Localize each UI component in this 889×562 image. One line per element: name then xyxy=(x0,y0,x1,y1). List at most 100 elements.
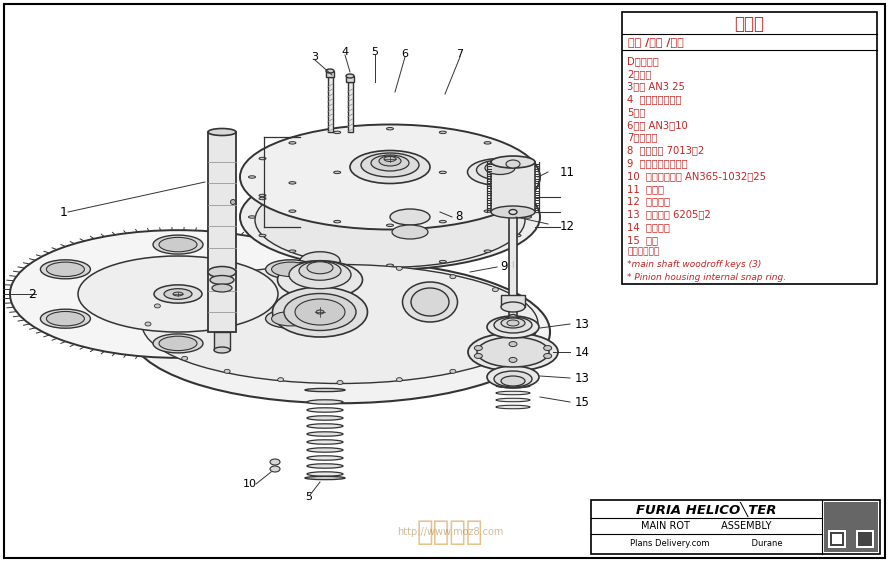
Ellipse shape xyxy=(496,398,530,402)
Bar xyxy=(348,82,353,132)
Ellipse shape xyxy=(439,220,446,223)
Ellipse shape xyxy=(475,353,483,359)
Ellipse shape xyxy=(506,160,520,168)
Ellipse shape xyxy=(300,252,340,270)
Bar xyxy=(346,76,354,82)
Ellipse shape xyxy=(307,400,343,404)
Ellipse shape xyxy=(390,209,430,225)
Ellipse shape xyxy=(155,304,160,308)
Ellipse shape xyxy=(496,384,530,388)
Text: 5: 5 xyxy=(372,47,379,57)
Ellipse shape xyxy=(494,317,532,333)
Ellipse shape xyxy=(379,156,401,166)
Text: 10: 10 xyxy=(243,479,257,489)
Ellipse shape xyxy=(159,237,197,252)
Ellipse shape xyxy=(307,440,343,444)
Bar xyxy=(491,162,535,212)
Text: 15: 15 xyxy=(575,396,590,409)
Ellipse shape xyxy=(305,388,345,392)
Ellipse shape xyxy=(387,264,394,266)
Ellipse shape xyxy=(270,459,280,465)
Ellipse shape xyxy=(212,284,232,292)
Ellipse shape xyxy=(525,176,532,178)
Ellipse shape xyxy=(450,275,456,279)
Ellipse shape xyxy=(491,156,535,168)
Ellipse shape xyxy=(230,200,236,205)
Ellipse shape xyxy=(259,197,266,200)
Ellipse shape xyxy=(496,391,530,395)
Ellipse shape xyxy=(507,320,519,326)
Ellipse shape xyxy=(333,171,340,174)
Ellipse shape xyxy=(509,357,517,362)
Ellipse shape xyxy=(307,448,343,452)
Text: 9: 9 xyxy=(500,261,508,274)
Ellipse shape xyxy=(477,160,524,180)
Ellipse shape xyxy=(307,432,343,436)
Ellipse shape xyxy=(468,158,533,185)
Text: 14: 14 xyxy=(575,346,590,359)
Text: http://www.moz8.com: http://www.moz8.com xyxy=(396,527,503,537)
Ellipse shape xyxy=(153,334,203,353)
Text: 14  齿轮机座: 14 齿轮机座 xyxy=(627,222,670,232)
Ellipse shape xyxy=(277,261,363,299)
Ellipse shape xyxy=(224,275,230,279)
Ellipse shape xyxy=(485,142,491,144)
Ellipse shape xyxy=(271,262,309,277)
Text: Plans Delivery.com                Durane: Plans Delivery.com Durane xyxy=(630,538,783,547)
Ellipse shape xyxy=(346,74,354,78)
Ellipse shape xyxy=(485,161,515,174)
Text: 2主齿轮: 2主齿轮 xyxy=(627,69,652,79)
Ellipse shape xyxy=(496,356,530,360)
Ellipse shape xyxy=(387,167,394,170)
Text: 4: 4 xyxy=(341,47,348,57)
Ellipse shape xyxy=(181,356,188,360)
Text: 8  滚珠轴承 7013（2: 8 滚珠轴承 7013（2 xyxy=(627,146,704,156)
Ellipse shape xyxy=(10,230,346,358)
Ellipse shape xyxy=(371,155,409,171)
Ellipse shape xyxy=(153,235,203,254)
Ellipse shape xyxy=(485,210,491,212)
Ellipse shape xyxy=(249,176,255,178)
Text: 6: 6 xyxy=(402,49,409,59)
Ellipse shape xyxy=(485,182,491,184)
Ellipse shape xyxy=(295,299,345,325)
Ellipse shape xyxy=(450,369,456,373)
Ellipse shape xyxy=(155,340,160,344)
Ellipse shape xyxy=(299,261,341,280)
Ellipse shape xyxy=(544,346,552,351)
Ellipse shape xyxy=(289,250,296,252)
Ellipse shape xyxy=(307,472,343,476)
Ellipse shape xyxy=(384,156,396,161)
Ellipse shape xyxy=(501,376,525,386)
Ellipse shape xyxy=(337,380,343,384)
Ellipse shape xyxy=(255,173,525,268)
Ellipse shape xyxy=(249,216,255,218)
Text: 8: 8 xyxy=(455,211,462,224)
Ellipse shape xyxy=(396,266,403,270)
Text: 9  变速箱体下半部分: 9 变速箱体下半部分 xyxy=(627,158,687,168)
Ellipse shape xyxy=(333,131,340,134)
Bar xyxy=(832,534,842,544)
Text: 12: 12 xyxy=(560,220,575,233)
Ellipse shape xyxy=(493,356,499,360)
Ellipse shape xyxy=(468,333,558,371)
Ellipse shape xyxy=(509,210,517,215)
Text: 部件表: 部件表 xyxy=(734,15,765,33)
Ellipse shape xyxy=(491,206,535,218)
Ellipse shape xyxy=(273,287,367,337)
Text: 12  小齿轮轴: 12 小齿轮轴 xyxy=(627,197,670,207)
Bar xyxy=(208,132,236,332)
Text: 3螺钉 AN3 25: 3螺钉 AN3 25 xyxy=(627,81,685,92)
Ellipse shape xyxy=(208,266,236,278)
Ellipse shape xyxy=(307,464,343,468)
Ellipse shape xyxy=(259,157,266,160)
Ellipse shape xyxy=(277,266,284,270)
Text: 模友之吧: 模友之吧 xyxy=(417,518,484,546)
Ellipse shape xyxy=(277,378,284,382)
Ellipse shape xyxy=(509,315,517,320)
Ellipse shape xyxy=(475,346,483,351)
Ellipse shape xyxy=(501,302,525,312)
Ellipse shape xyxy=(181,288,188,292)
Text: 13: 13 xyxy=(575,318,590,330)
Text: * Pinion housing internal snap ring.: * Pinion housing internal snap ring. xyxy=(627,273,786,282)
